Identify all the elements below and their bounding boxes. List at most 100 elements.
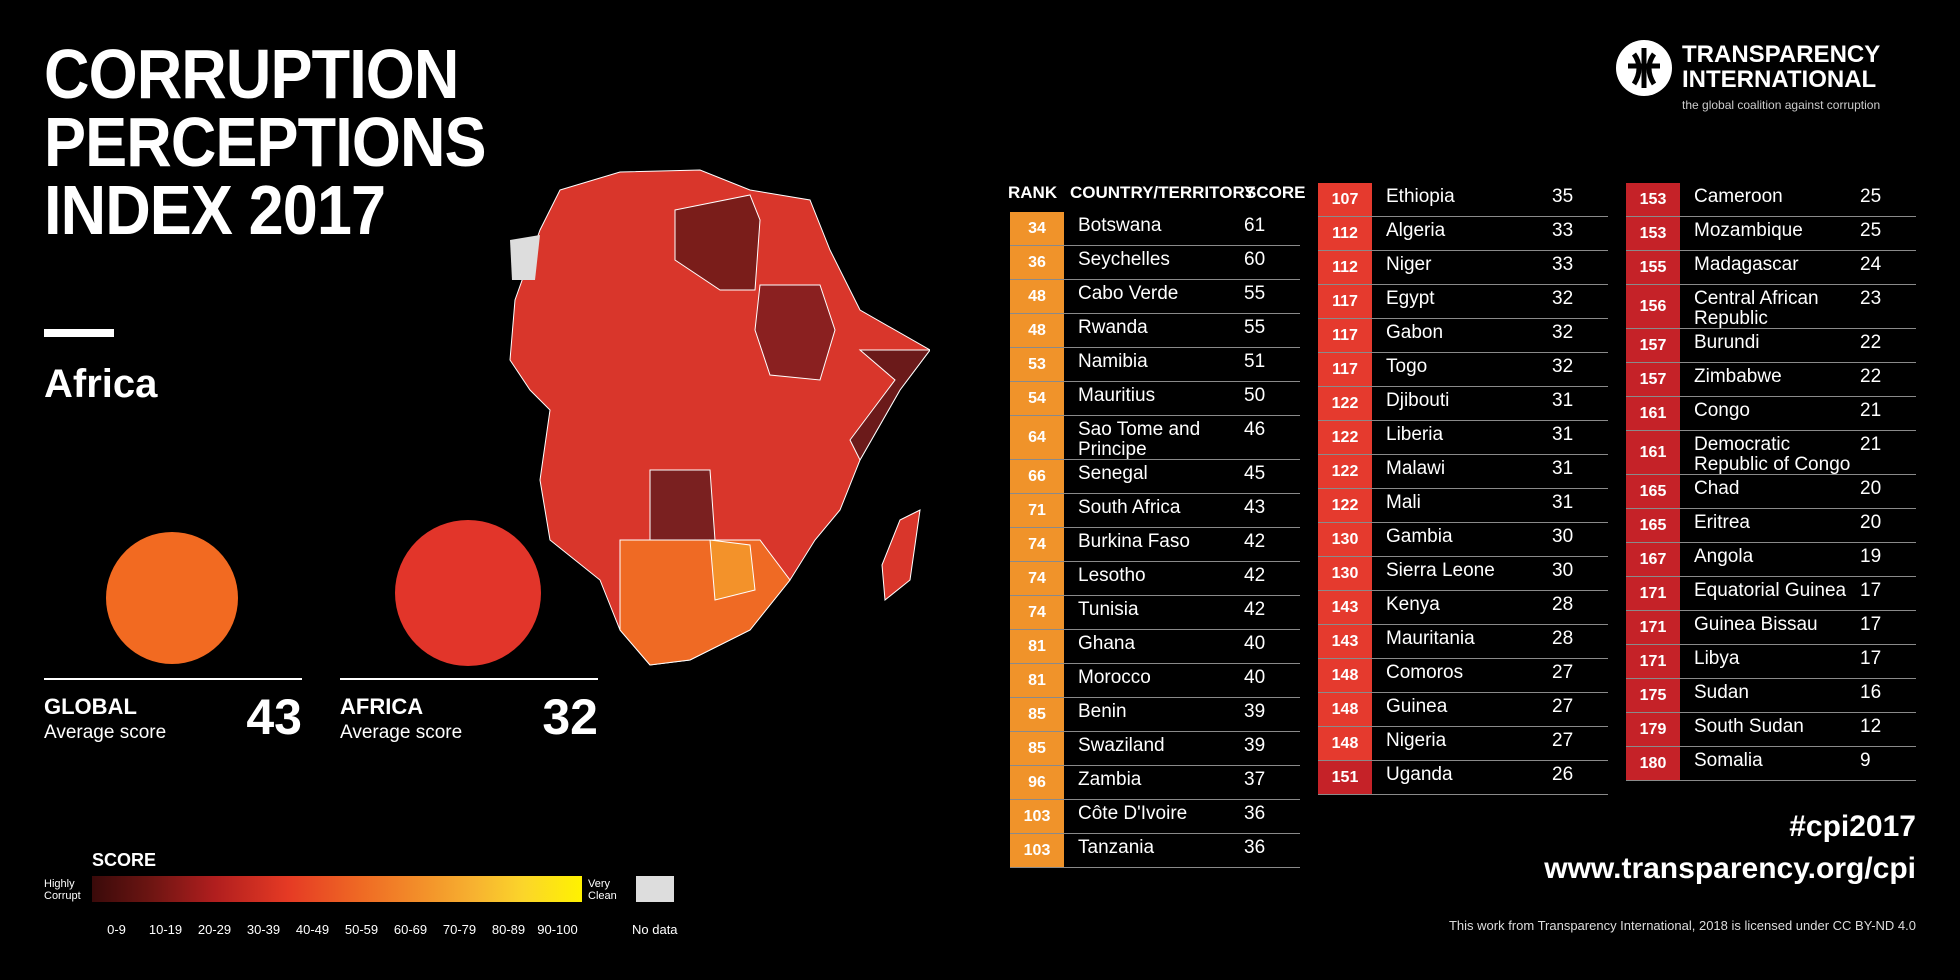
score-cell: 22	[1860, 332, 1882, 353]
rank-cell: 143	[1318, 625, 1372, 658]
rank-cell: 180	[1626, 747, 1680, 780]
country-cell: Côte D'Ivoire	[1078, 803, 1188, 824]
rank-cell: 48	[1010, 314, 1064, 347]
score-cell: 30	[1552, 560, 1574, 581]
table-row: 54 Mauritius 50	[1010, 382, 1300, 416]
website-link[interactable]: www.transparency.org/cpi	[1544, 852, 1916, 885]
rank-cell: 85	[1010, 698, 1064, 731]
country-cell: Democratic Republic of Congo	[1694, 434, 1851, 475]
country-cell: Morocco	[1078, 667, 1151, 688]
map-botswana	[709, 539, 756, 601]
legend-no-data-label: No data	[632, 922, 678, 937]
legend-no-data-swatch	[636, 876, 674, 902]
score-cell: 42	[1244, 531, 1266, 552]
score-cell: 19	[1860, 546, 1882, 567]
rank-cell: 148	[1318, 693, 1372, 726]
table-row: 103 Tanzania 36	[1010, 834, 1300, 868]
score-cell: 32	[1552, 288, 1574, 309]
score-cell: 37	[1244, 769, 1266, 790]
rank-cell: 81	[1010, 664, 1064, 697]
table-row: 103 Côte D'Ivoire 36	[1010, 800, 1300, 834]
title-line-2: PERCEPTIONS	[44, 103, 487, 181]
rank-cell: 161	[1626, 431, 1680, 474]
score-cell: 30	[1552, 526, 1574, 547]
rank-cell: 153	[1626, 217, 1680, 250]
score-cell: 24	[1860, 254, 1882, 275]
score-cell: 12	[1860, 716, 1882, 737]
score-cell: 32	[1552, 322, 1574, 343]
table-row: 117 Togo 32	[1318, 353, 1608, 387]
rank-cell: 64	[1010, 416, 1064, 459]
africa-average-bubble	[395, 520, 541, 666]
page-title: CORRUPTION PERCEPTIONS INDEX 2017	[44, 39, 487, 249]
score-cell: 42	[1244, 565, 1266, 586]
country-cell: Cabo Verde	[1078, 283, 1179, 304]
country-cell: Zimbabwe	[1694, 366, 1782, 387]
rank-cell: 122	[1318, 387, 1372, 420]
table-row: 71 South Africa 43	[1010, 494, 1300, 528]
country-cell: Guinea Bissau	[1694, 614, 1818, 635]
table-row: 167 Angola 19	[1626, 543, 1916, 577]
table-row: 161 Democratic Republic of Congo 21	[1626, 431, 1916, 475]
table-row: 81 Morocco 40	[1010, 664, 1300, 698]
score-cell: 45	[1244, 463, 1266, 484]
country-cell: Botswana	[1078, 215, 1162, 236]
score-cell: 27	[1552, 662, 1574, 683]
score-cell: 51	[1244, 351, 1266, 372]
table-row: 122 Mali 31	[1318, 489, 1608, 523]
score-cell: 35	[1552, 186, 1574, 207]
country-cell: Senegal	[1078, 463, 1148, 484]
country-cell: Djibouti	[1386, 390, 1450, 411]
africa-map	[509, 169, 930, 666]
table-row: 48 Rwanda 55	[1010, 314, 1300, 348]
score-cell: 32	[1552, 356, 1574, 377]
score-cell: 31	[1552, 390, 1574, 411]
rank-cell: 34	[1010, 212, 1064, 245]
country-cell: Mauritius	[1078, 385, 1156, 406]
table-row: 85 Swaziland 39	[1010, 732, 1300, 766]
score-cell: 9	[1860, 750, 1871, 771]
table-row: 153 Cameroon 25	[1626, 183, 1916, 217]
table-row: 151 Uganda 26	[1318, 761, 1608, 795]
region-label: Africa	[44, 362, 158, 406]
table-row: 171 Equatorial Guinea 17	[1626, 577, 1916, 611]
country-cell: South Africa	[1078, 497, 1181, 518]
country-cell: Cameroon	[1694, 186, 1783, 207]
table-row: 161 Congo 21	[1626, 397, 1916, 431]
rank-cell: 151	[1318, 761, 1372, 794]
table-row: 156 Central African Republic 23	[1626, 285, 1916, 329]
country-cell: Nigeria	[1386, 730, 1447, 751]
legend-tick-label: 0-9	[107, 922, 126, 937]
legend-high-label: Very Clean	[588, 878, 617, 902]
rank-cell: 54	[1010, 382, 1064, 415]
score-cell: 31	[1552, 458, 1574, 479]
table-row: 117 Egypt 32	[1318, 285, 1608, 319]
table-row: 112 Algeria 33	[1318, 217, 1608, 251]
rank-cell: 66	[1010, 460, 1064, 493]
country-header: COUNTRY/TERRITORY	[1070, 183, 1256, 202]
table-row: 175 Sudan 16	[1626, 679, 1916, 713]
score-cell: 28	[1552, 594, 1574, 615]
table-row: 81 Ghana 40	[1010, 630, 1300, 664]
score-cell: 16	[1860, 682, 1882, 703]
title-line-3: INDEX 2017	[44, 171, 386, 249]
table-row: 64 Sao Tome and Principe 46	[1010, 416, 1300, 460]
global-average-bubble	[106, 532, 238, 664]
rank-cell: 36	[1010, 246, 1064, 279]
rank-cell: 53	[1010, 348, 1064, 381]
legend-tick-label: 80-89	[491, 922, 526, 937]
score-cell: 17	[1860, 580, 1882, 601]
country-cell: Algeria	[1386, 220, 1446, 241]
table-row: 153 Mozambique 25	[1626, 217, 1916, 251]
rank-cell: 74	[1010, 596, 1064, 629]
country-cell: Mozambique	[1694, 220, 1803, 241]
legend-tick-label: 70-79	[442, 922, 477, 937]
rank-cell: 96	[1010, 766, 1064, 799]
rank-cell: 156	[1626, 285, 1680, 328]
global-average: GLOBAL Average score 43	[44, 678, 302, 745]
rank-cell: 143	[1318, 591, 1372, 624]
country-cell: Eritrea	[1694, 512, 1750, 533]
table-row: 130 Gambia 30	[1318, 523, 1608, 557]
rank-cell: 171	[1626, 645, 1680, 678]
rank-cell: 48	[1010, 280, 1064, 313]
